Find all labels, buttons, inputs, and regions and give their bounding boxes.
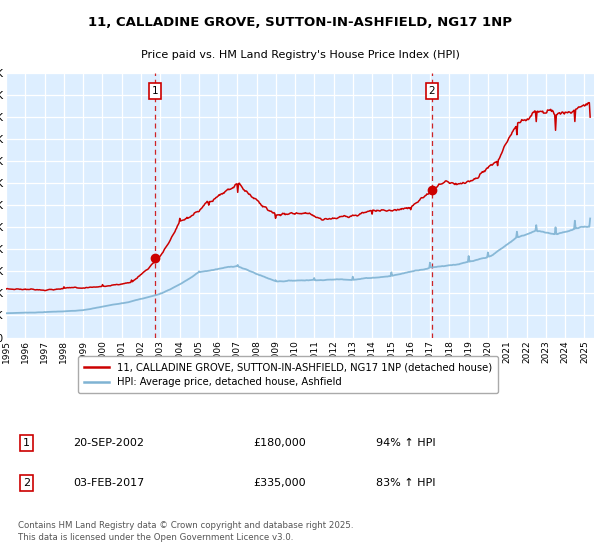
Text: £180,000: £180,000	[253, 438, 306, 448]
Text: 2: 2	[23, 478, 30, 488]
Text: 1: 1	[23, 438, 30, 448]
Text: 94% ↑ HPI: 94% ↑ HPI	[376, 438, 436, 448]
Text: £335,000: £335,000	[253, 478, 305, 488]
Text: 20-SEP-2002: 20-SEP-2002	[74, 438, 145, 448]
Text: 11, CALLADINE GROVE, SUTTON-IN-ASHFIELD, NG17 1NP: 11, CALLADINE GROVE, SUTTON-IN-ASHFIELD,…	[88, 16, 512, 29]
Text: Contains HM Land Registry data © Crown copyright and database right 2025.
This d: Contains HM Land Registry data © Crown c…	[18, 521, 353, 542]
Text: Price paid vs. HM Land Registry's House Price Index (HPI): Price paid vs. HM Land Registry's House …	[140, 50, 460, 60]
Legend: 11, CALLADINE GROVE, SUTTON-IN-ASHFIELD, NG17 1NP (detached house), HPI: Average: 11, CALLADINE GROVE, SUTTON-IN-ASHFIELD,…	[78, 356, 499, 393]
Text: 83% ↑ HPI: 83% ↑ HPI	[376, 478, 436, 488]
Text: 03-FEB-2017: 03-FEB-2017	[74, 478, 145, 488]
Text: 2: 2	[428, 86, 435, 96]
Text: 1: 1	[152, 86, 158, 96]
